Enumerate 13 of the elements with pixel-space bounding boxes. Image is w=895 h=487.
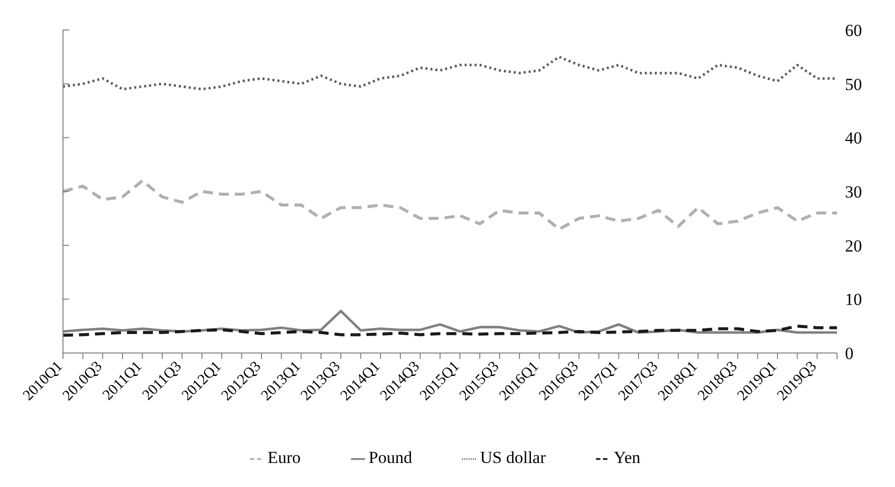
y-tick-label: 10 (845, 290, 862, 310)
y-tick-label: 50 (845, 74, 862, 94)
y-tick-label: 40 (845, 128, 862, 148)
line-series (62, 179, 838, 231)
legend-label: US dollar (480, 448, 546, 467)
y-tick-label: 20 (845, 236, 862, 256)
legend-label: Pound (368, 448, 412, 467)
y-tick-label: 30 (845, 182, 862, 202)
legend-label: Yen (614, 448, 640, 467)
y-tick-label: 0 (845, 344, 854, 364)
line-series (62, 324, 838, 337)
legend-label: Euro (268, 448, 301, 467)
y-tick-label: 60 (845, 21, 862, 40)
